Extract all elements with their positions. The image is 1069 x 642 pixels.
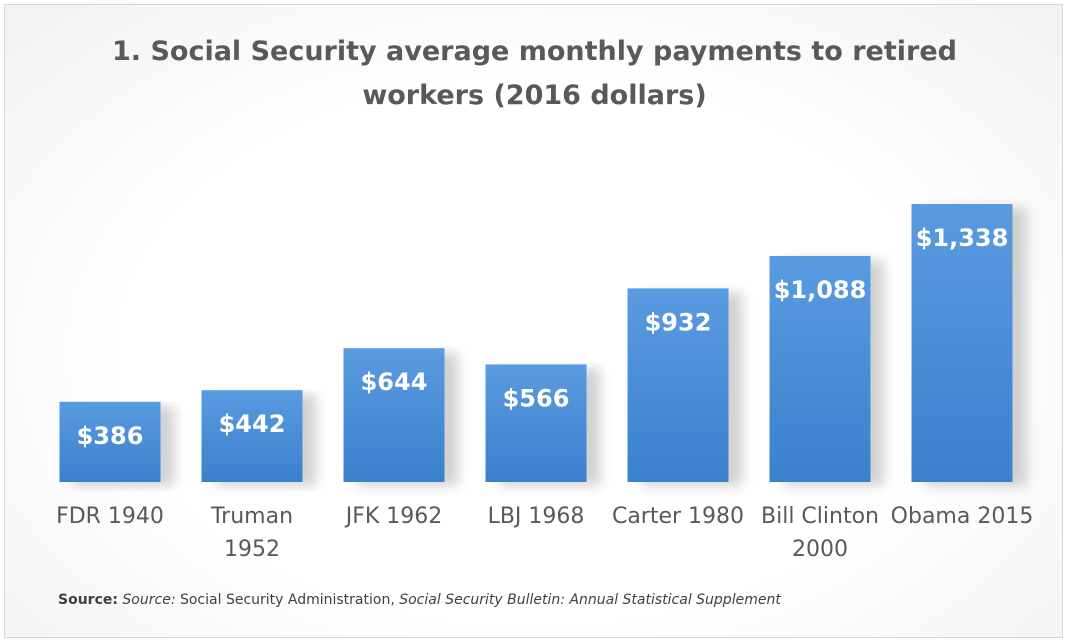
bar-value-label-3: $566 (503, 384, 570, 412)
category-label-1-1: 1952 (224, 537, 280, 562)
source-italic-label: Source: (122, 592, 176, 608)
bar-4 (627, 288, 729, 482)
bar-5 (769, 255, 871, 482)
bar-value-label-4: $932 (645, 308, 712, 336)
source-bold-label: Source: (58, 592, 118, 608)
category-label-4-0: Carter 1980 (612, 504, 744, 529)
category-label-3-0: LBJ 1968 (488, 504, 585, 529)
category-label-0-0: FDR 1940 (56, 504, 164, 529)
bar-value-label-2: $644 (361, 368, 428, 396)
chart-frame (4, 4, 1063, 638)
bar-6 (911, 204, 1013, 482)
bar-3 (485, 364, 587, 482)
source-org: Social Security Administration, (175, 592, 400, 608)
source-note: Source: Source: Social Security Administ… (58, 592, 781, 608)
category-label-2-0: JFK 1962 (344, 504, 443, 529)
category-label-5-0: Bill Clinton (761, 504, 879, 529)
bar-2 (343, 348, 445, 482)
bar-value-label-5: $1,088 (774, 276, 867, 304)
category-label-6-0: Obama 2015 (891, 504, 1034, 529)
category-label-1-0: Truman (210, 504, 293, 529)
bar-1 (201, 390, 303, 482)
chart-title-line-1: 1. Social Security average monthly payme… (112, 36, 957, 67)
chart-title: 1. Social Security average monthly payme… (0, 30, 1069, 118)
bar-0 (59, 401, 161, 482)
bar-value-label-0: $386 (77, 422, 144, 450)
bar-value-label-1: $442 (219, 410, 286, 438)
source-publication: Social Security Bulletin: Annual Statist… (399, 592, 781, 608)
bar-value-label-6: $1,338 (916, 224, 1009, 252)
chart-title-line-2: workers (2016 dollars) (362, 80, 707, 111)
category-label-5-1: 2000 (792, 537, 848, 562)
